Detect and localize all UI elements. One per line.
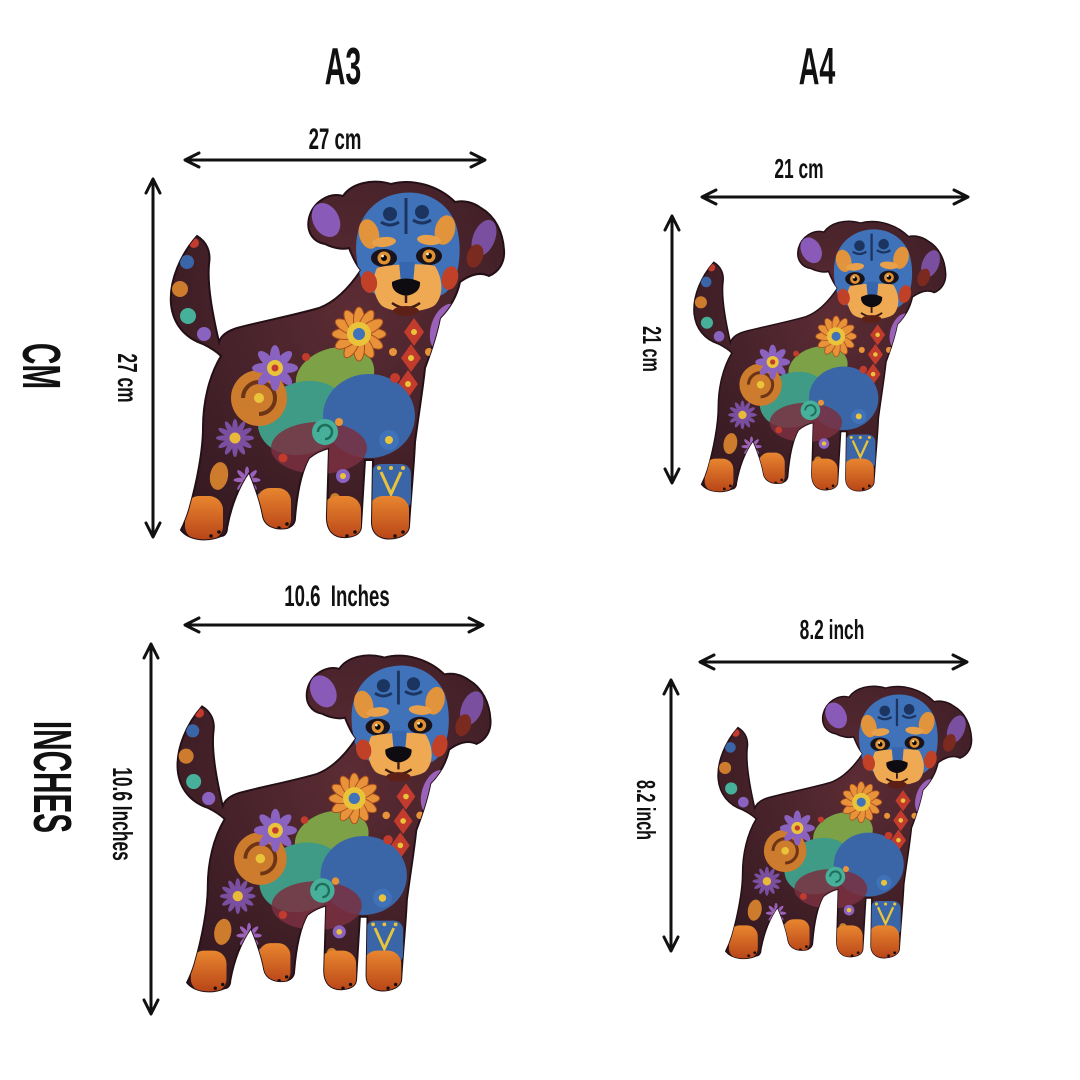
- height-arrow-a4-inches: [662, 678, 680, 953]
- column-header-a4: A4: [798, 38, 836, 96]
- column-header-a3: A3: [324, 38, 362, 96]
- width-arrow-a4-inches: [698, 653, 969, 671]
- height-label-a3-cm: 27 cm: [112, 353, 143, 403]
- row-label-inches: INCHES: [22, 720, 82, 834]
- dog-figure-a3-inches: [170, 650, 501, 1007]
- height-arrow-a3-inches: [142, 642, 160, 1016]
- height-arrow-a3-cm: [144, 177, 162, 539]
- height-label-a4-inches: 8.2 inch: [631, 779, 661, 841]
- dog-figure-a4-inches: [712, 682, 980, 971]
- dog-figure-a4-cm: [688, 217, 954, 504]
- width-label-a4-inches: 8.2 inch: [799, 614, 865, 645]
- width-arrow-a4-cm: [700, 188, 970, 206]
- dog-figure-a3-cm: [163, 176, 515, 556]
- width-label-a3-inches: 10.6 Inches: [284, 580, 390, 613]
- height-label-a3-inches: 10.6 Inches: [107, 767, 138, 861]
- row-label-cm: CM: [11, 342, 71, 390]
- height-arrow-a4-cm: [663, 214, 681, 485]
- width-arrow-a3-inches: [183, 616, 485, 634]
- width-label-a3-cm: 27 cm: [308, 123, 362, 156]
- width-label-a4-cm: 21 cm: [774, 153, 824, 184]
- width-arrow-a3-cm: [183, 151, 487, 169]
